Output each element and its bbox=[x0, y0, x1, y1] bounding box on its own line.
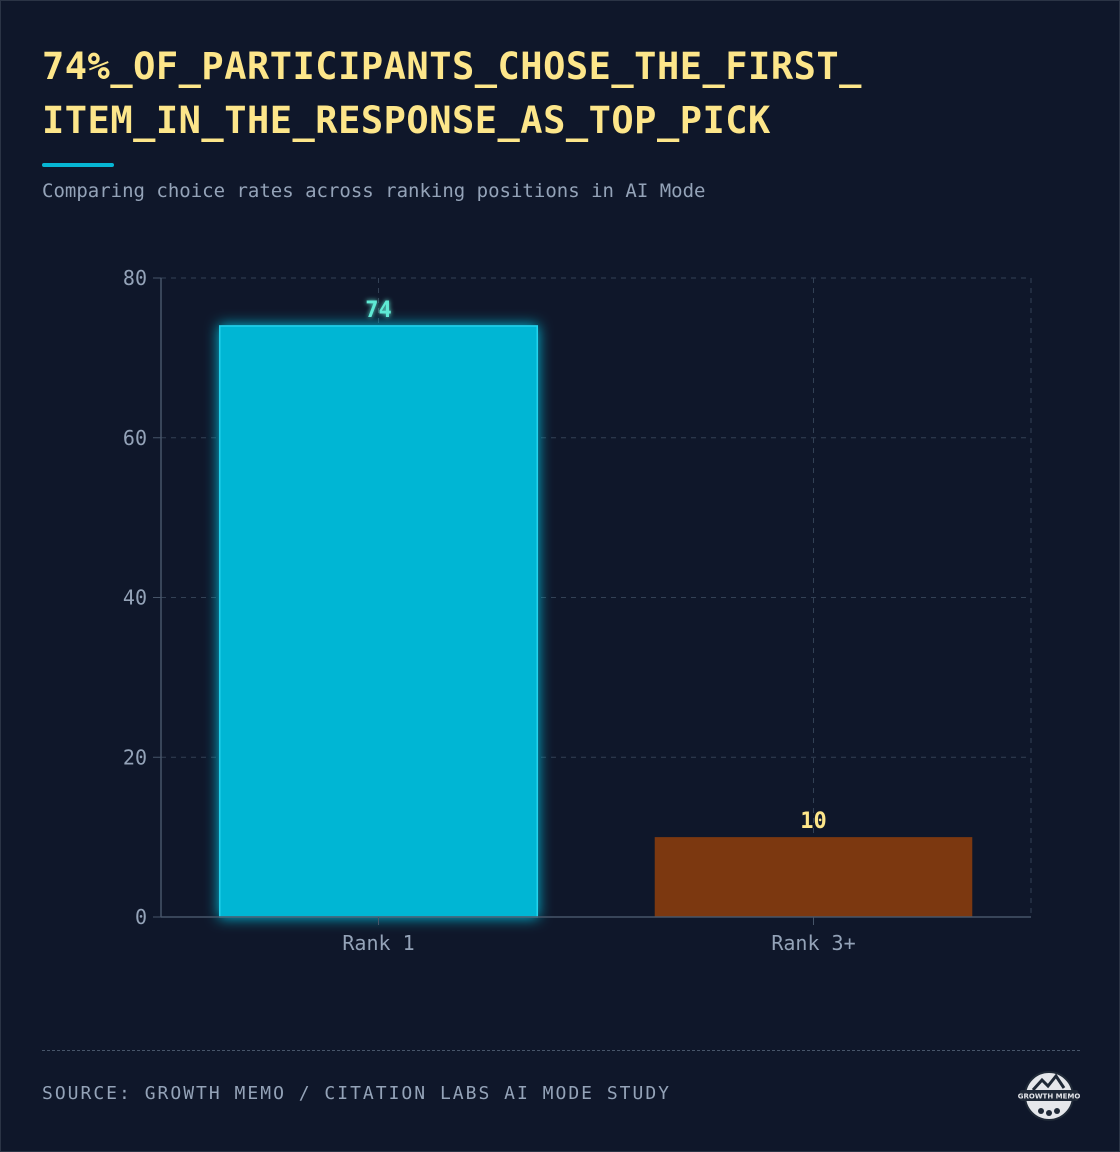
y-tick-label: 60 bbox=[123, 426, 147, 450]
source-note: SOURCE: GROWTH MEMO / CITATION LABS AI M… bbox=[42, 1083, 672, 1104]
svg-text:GROWTH MEMO: GROWTH MEMO bbox=[1018, 1093, 1080, 1101]
bar-rank-3 bbox=[654, 837, 973, 917]
x-tick-label: Rank 1 bbox=[342, 931, 414, 955]
title-accent-bar bbox=[42, 163, 114, 167]
footer-divider bbox=[42, 1050, 1080, 1051]
y-tick-label: 80 bbox=[123, 266, 147, 290]
growth-memo-logo: GROWTH MEMO bbox=[1018, 1071, 1080, 1121]
axis-layer: 0 20 40 60 80 Rank 1 Rank 3+ bbox=[123, 266, 1031, 955]
bar-layer bbox=[218, 325, 973, 918]
label-layer: 74 10 bbox=[365, 298, 827, 834]
chart-subtitle: Comparing choice rates across ranking po… bbox=[42, 180, 706, 202]
data-label: 10 bbox=[800, 809, 827, 834]
x-tick-label: Rank 3+ bbox=[771, 931, 855, 955]
y-tick-label: 0 bbox=[135, 905, 147, 929]
chart-title: 74%_OF_PARTICIPANTS_CHOSE_THE_FIRST_ ITE… bbox=[42, 40, 1082, 148]
data-label: 74 bbox=[365, 298, 392, 323]
chart-title-line-2: ITEM_IN_THE_RESPONSE_AS_TOP_PICK bbox=[42, 99, 771, 142]
chart-title-line-1: 74%_OF_PARTICIPANTS_CHOSE_THE_FIRST_ bbox=[42, 45, 862, 88]
bar-chart: 0 20 40 60 80 Rank 1 Rank 3+ 74 10 bbox=[123, 266, 1032, 955]
y-tick-label: 40 bbox=[123, 586, 147, 610]
y-tick-label: 20 bbox=[123, 745, 147, 769]
bar-rank-1 bbox=[218, 325, 539, 918]
